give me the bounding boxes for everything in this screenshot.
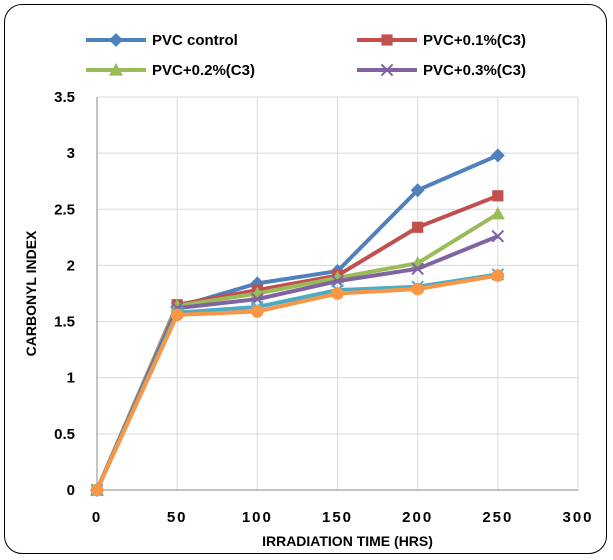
x-tick-label: 100	[242, 509, 273, 526]
data-point	[411, 262, 424, 276]
legend-entry: PVC+0.2%(C3)	[86, 62, 255, 79]
legend-label: PVC+0.1%(C3)	[423, 32, 526, 49]
x-tick-label: 200	[402, 509, 433, 526]
x-marker-stroke	[331, 274, 344, 288]
x-tick-label: 250	[482, 509, 513, 526]
x-axis-title: IRRADIATION TIME (HRS)	[262, 533, 433, 549]
data-point	[410, 183, 425, 198]
legend-entry: PVC control	[86, 32, 238, 49]
series-layer	[90, 148, 505, 497]
y-tick-label: 2.5	[54, 201, 75, 218]
y-tick-label: 1.5	[54, 314, 75, 331]
x-tick-label: 0	[92, 509, 102, 526]
data-point	[331, 274, 344, 288]
legend-marker	[380, 63, 394, 77]
data-point	[491, 269, 505, 282]
legend-marker	[109, 63, 123, 76]
x-marker-stroke	[491, 229, 505, 243]
x-marker-stroke	[411, 262, 424, 276]
y-axis-title: CARBONYL INDEX	[23, 230, 39, 356]
plot-axes	[96, 97, 578, 491]
x-tick-label: 150	[322, 509, 353, 526]
y-tick-label: 3.5	[54, 89, 75, 106]
x-tick-label: 300	[562, 509, 593, 526]
y-tick-label: 3	[67, 145, 75, 162]
data-point	[251, 305, 264, 318]
series-0	[90, 148, 505, 497]
tick-labels: 0 0.5 1 1.5 2 2.5 3 3.5 0 50 100 150 200 250 300	[54, 89, 593, 526]
series-1	[91, 190, 504, 496]
data-point	[490, 148, 505, 163]
x-marker-stroke	[380, 63, 394, 77]
legend-entry: PVC+0.3%(C3)	[357, 62, 526, 79]
series-5	[90, 269, 505, 497]
series-2	[90, 206, 505, 496]
series-line	[95, 272, 499, 491]
legend-label: PVC+0.2%(C3)	[152, 62, 255, 79]
y-tick-label: 0	[67, 482, 75, 499]
y-tick-label: 1	[67, 370, 75, 387]
legend-entry: PVC+0.1%(C3)	[357, 32, 526, 49]
data-point	[490, 206, 505, 220]
legend-marker	[381, 34, 393, 46]
series-line	[95, 273, 499, 491]
legend-marker	[109, 33, 123, 47]
data-point	[491, 229, 505, 243]
data-point	[411, 282, 424, 296]
legend: PVC control PVC+0.1%(C3) PVC+0.2%(C3) PVC+0…	[86, 32, 526, 79]
y-tick-label: 2	[67, 257, 75, 274]
series-line	[95, 193, 499, 491]
x-tick-label: 50	[167, 509, 188, 526]
data-point	[170, 308, 184, 322]
legend-label: PVC control	[152, 32, 238, 49]
data-point	[331, 287, 344, 300]
data-point	[90, 483, 104, 497]
series-line	[95, 153, 499, 491]
data-point	[412, 221, 424, 233]
data-point	[492, 190, 504, 202]
legend-label: PVC+0.3%(C3)	[423, 62, 526, 79]
y-tick-label: 0.5	[54, 426, 75, 443]
chart-frame	[4, 4, 607, 554]
